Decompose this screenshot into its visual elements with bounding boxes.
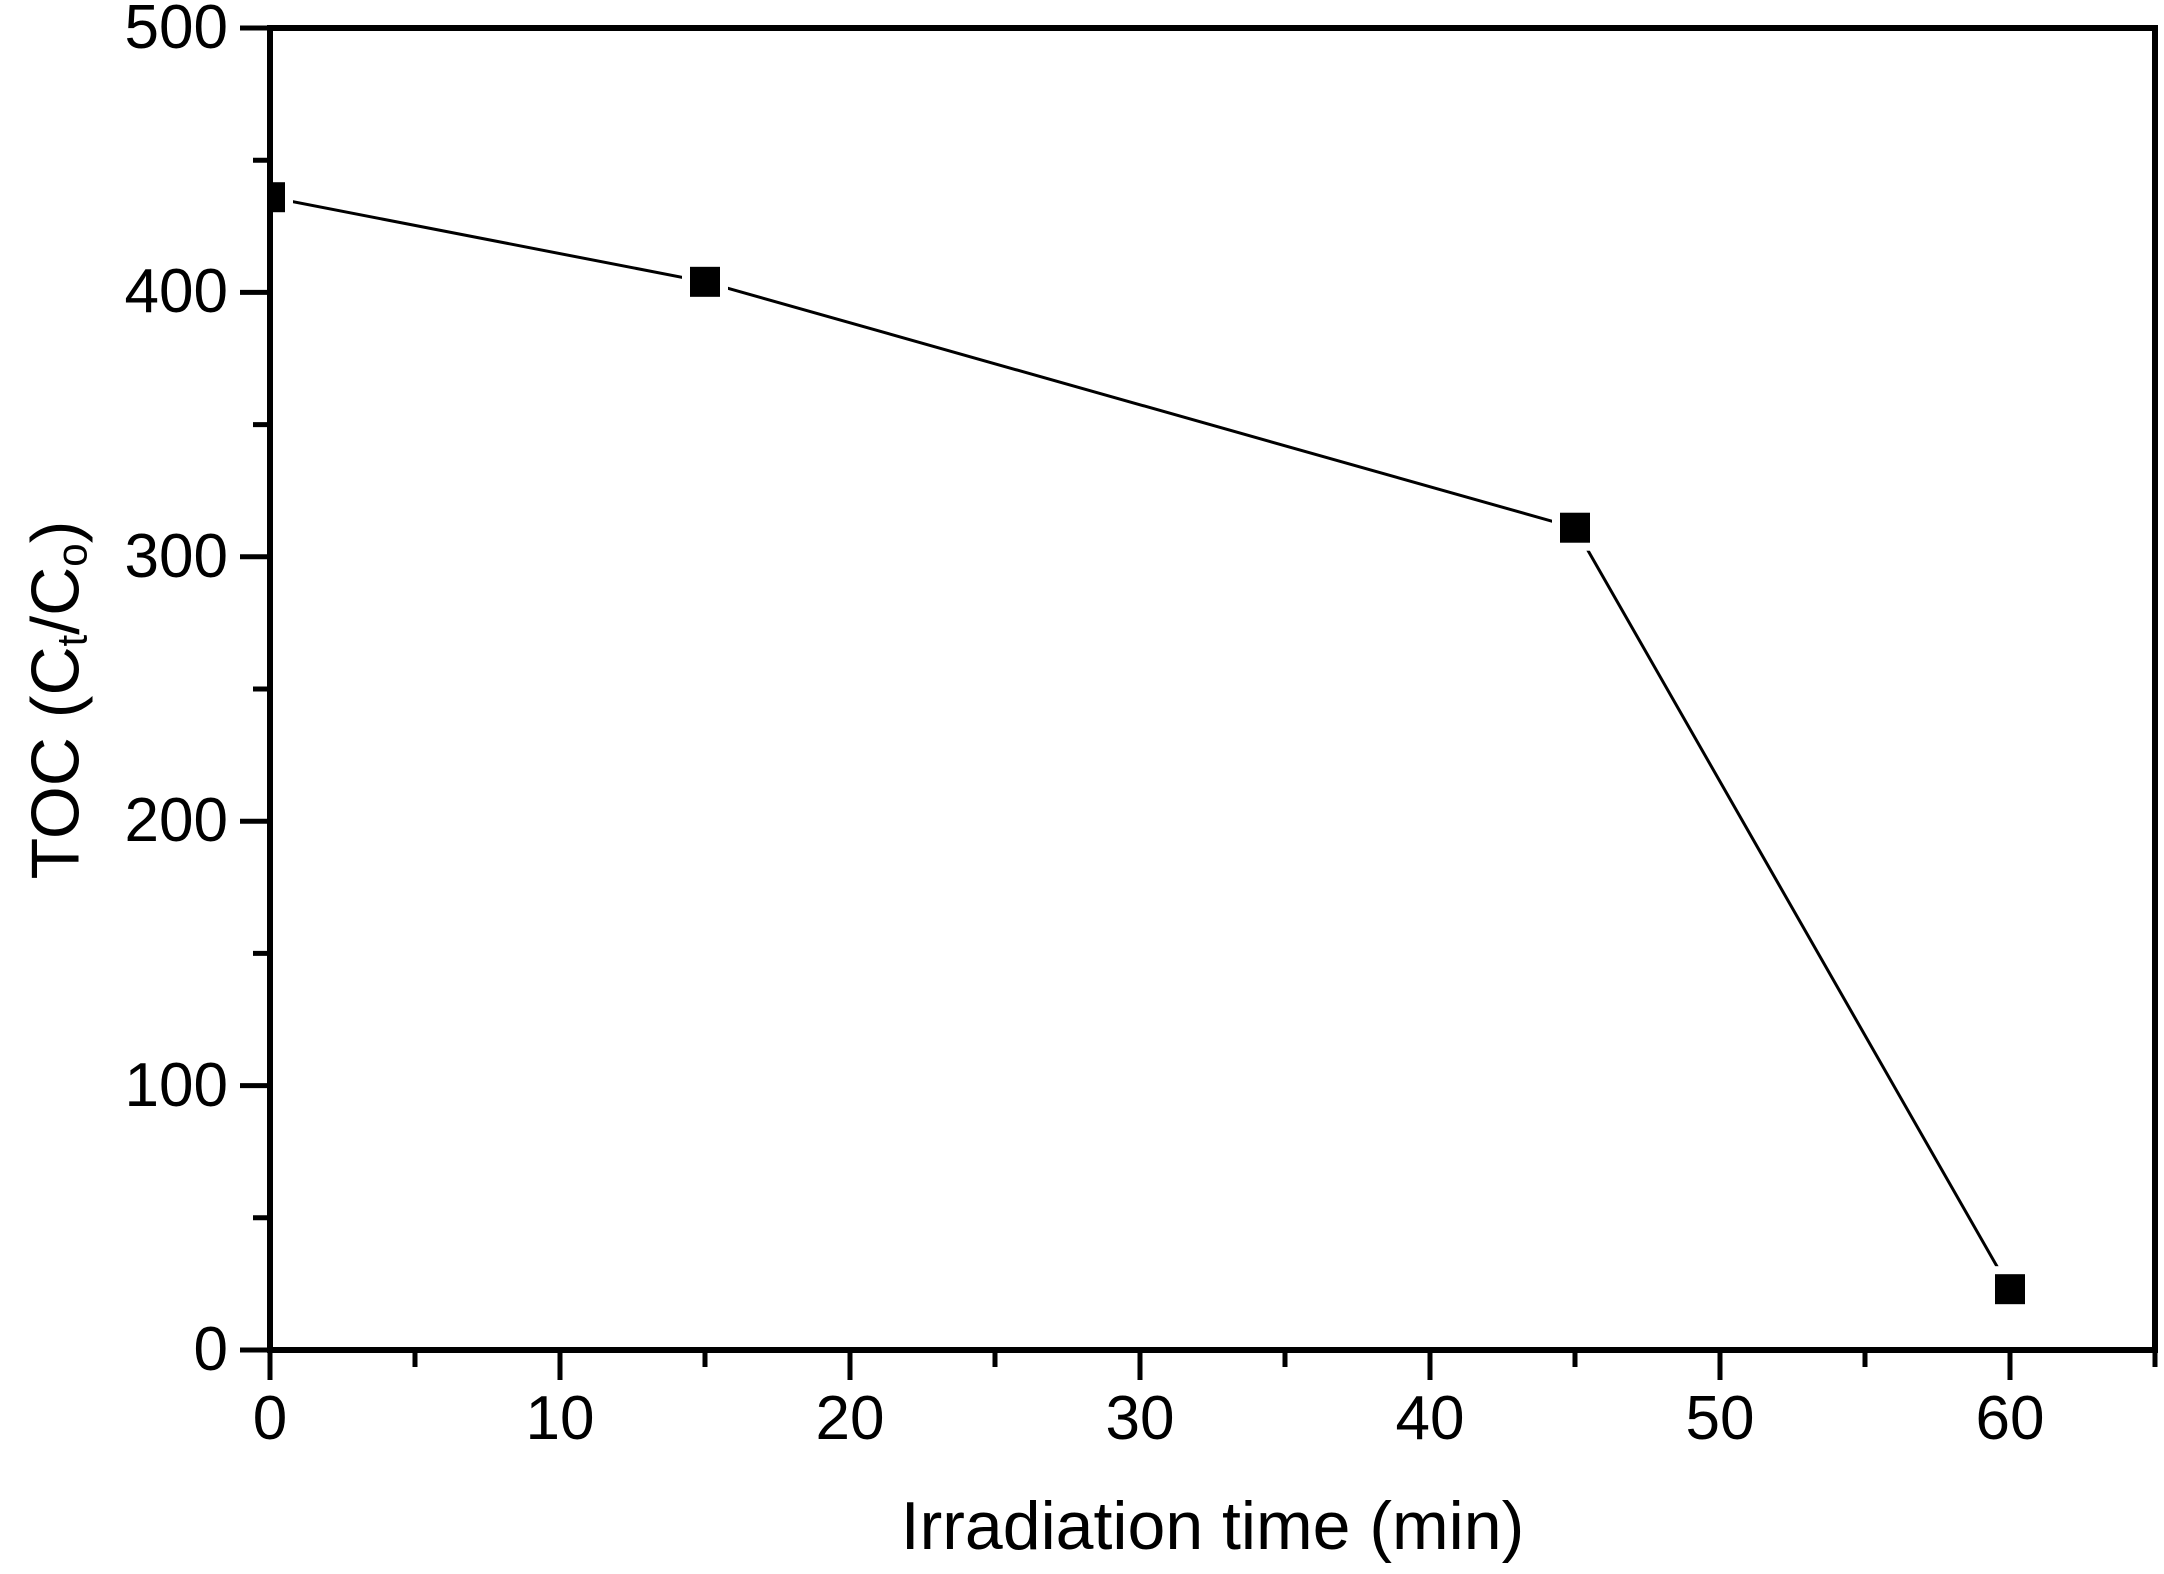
data-point-marker (1560, 512, 1590, 543)
data-point-marker (690, 266, 720, 297)
y-axis-title-subscript-t: t (48, 634, 96, 647)
x-tick-label: 10 (525, 1384, 595, 1453)
x-tick-label: 20 (815, 1384, 885, 1453)
x-tick-label: 0 (252, 1384, 288, 1453)
y-tick-label: 0 (193, 1315, 228, 1384)
x-tick-label: 40 (1395, 1384, 1465, 1453)
y-tick-label: 300 (124, 521, 228, 591)
plot-frame (267, 25, 2158, 1353)
y-tick-label: 100 (124, 1050, 228, 1120)
y-tick-label: 200 (124, 786, 228, 856)
x-axis-title: Irradiation time (min) (900, 1488, 1525, 1564)
data-point-marker (270, 182, 285, 213)
x-tick-label: 60 (1975, 1384, 2045, 1453)
y-tick-label: 400 (124, 257, 228, 327)
x-tick-label: 50 (1685, 1384, 1755, 1453)
data-series (270, 174, 2033, 1313)
x-tick-label: 30 (1105, 1384, 1175, 1453)
data-line (270, 195, 2012, 1290)
data-point-marker (1995, 1274, 2025, 1305)
y-tick-label: 500 (124, 0, 228, 62)
